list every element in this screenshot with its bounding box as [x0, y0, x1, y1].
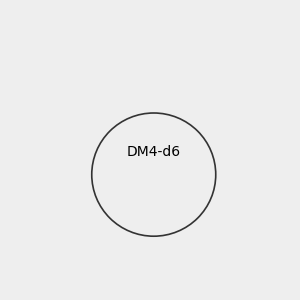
Text: DM4-d6: DM4-d6 — [127, 145, 181, 158]
FancyBboxPatch shape — [40, 38, 268, 265]
